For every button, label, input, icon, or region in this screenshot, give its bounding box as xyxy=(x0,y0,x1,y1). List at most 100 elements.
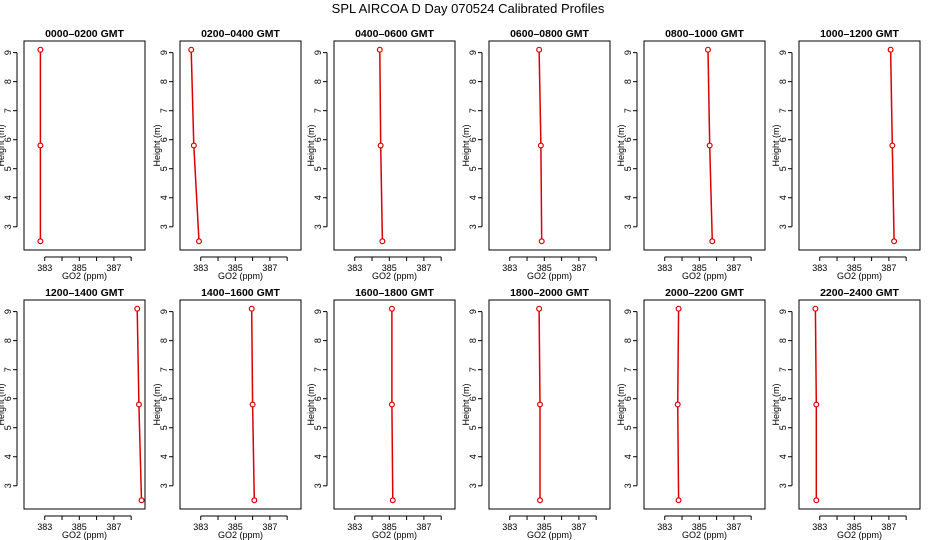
x-tick-label: 385 xyxy=(537,263,552,273)
x-tick-label: 387 xyxy=(726,263,741,273)
x-tick-label: 385 xyxy=(228,522,243,532)
y-tick-label: 8 xyxy=(468,79,478,84)
y-tick-label: 3 xyxy=(159,483,169,488)
y-tick-label: 4 xyxy=(3,195,13,200)
y-tick-label: 8 xyxy=(468,338,478,343)
x-axis-label: GO2 (ppm) xyxy=(682,530,727,540)
data-point xyxy=(704,46,711,53)
y-tick-label: 7 xyxy=(159,367,169,372)
data-point xyxy=(536,305,543,312)
x-tick-label: 387 xyxy=(726,522,741,532)
y-tick-label: 4 xyxy=(468,454,478,459)
x-axis-label: GO2 (ppm) xyxy=(62,271,107,281)
plot-frame xyxy=(798,40,921,251)
x-tick-label: 383 xyxy=(193,263,208,273)
y-tick-label: 4 xyxy=(623,195,633,200)
y-tick-label: 5 xyxy=(778,166,788,171)
y-tick-label: 6 xyxy=(313,137,323,142)
y-tick-label: 6 xyxy=(159,396,169,401)
y-tick-label: 8 xyxy=(159,338,169,343)
y-tick-label: 6 xyxy=(778,137,788,142)
data-point xyxy=(134,305,141,312)
y-tick-label: 9 xyxy=(313,50,323,55)
panel-title: 0600–0800 GMT xyxy=(510,28,589,40)
data-point xyxy=(388,401,395,408)
data-point xyxy=(813,401,820,408)
x-tick-label: 385 xyxy=(847,263,862,273)
x-tick-label: 387 xyxy=(416,522,431,532)
plot-frame xyxy=(23,299,146,510)
y-axis-label: Height (m) xyxy=(152,124,162,166)
data-point xyxy=(377,142,384,149)
x-tick-label: 387 xyxy=(262,522,277,532)
y-tick-label: 7 xyxy=(468,108,478,113)
y-tick-label: 6 xyxy=(623,137,633,142)
y-tick-label: 8 xyxy=(778,338,788,343)
y-tick-label: 5 xyxy=(159,425,169,430)
y-tick-label: 4 xyxy=(313,195,323,200)
plot-frame xyxy=(179,299,302,510)
x-tick-label: 385 xyxy=(692,522,707,532)
y-tick-label: 6 xyxy=(159,137,169,142)
y-tick-label: 6 xyxy=(468,396,478,401)
y-tick-label: 7 xyxy=(3,108,13,113)
y-tick-label: 5 xyxy=(468,425,478,430)
y-tick-label: 7 xyxy=(778,367,788,372)
panel-title: 0200–0400 GMT xyxy=(201,28,280,40)
plot-frame xyxy=(333,299,456,510)
x-tick-label: 383 xyxy=(502,522,517,532)
y-tick-label: 5 xyxy=(778,425,788,430)
y-tick-label: 4 xyxy=(623,454,633,459)
plot-frame xyxy=(643,40,766,251)
data-point xyxy=(536,46,543,53)
x-axis-label: GO2 (ppm) xyxy=(682,271,727,281)
y-axis-label: Height (m) xyxy=(152,383,162,425)
data-point xyxy=(706,142,713,149)
data-point xyxy=(889,142,896,149)
x-tick-label: 383 xyxy=(193,522,208,532)
y-tick-label: 8 xyxy=(3,79,13,84)
y-tick-label: 7 xyxy=(313,367,323,372)
y-tick-label: 3 xyxy=(623,224,633,229)
y-axis-label: Height (m) xyxy=(461,124,471,166)
x-axis-label: GO2 (ppm) xyxy=(837,530,882,540)
panel-title: 0000–0200 GMT xyxy=(45,28,124,40)
panel-title: 1200–1400 GMT xyxy=(45,287,124,299)
plot-frame xyxy=(488,299,611,510)
data-point xyxy=(536,497,543,504)
x-tick-label: 385 xyxy=(382,263,397,273)
y-tick-label: 5 xyxy=(623,166,633,171)
y-tick-label: 4 xyxy=(778,195,788,200)
data-point xyxy=(37,46,44,53)
y-tick-label: 9 xyxy=(778,309,788,314)
data-point xyxy=(389,497,396,504)
data-point xyxy=(248,305,255,312)
x-tick-label: 385 xyxy=(382,522,397,532)
y-tick-label: 8 xyxy=(159,79,169,84)
x-tick-label: 387 xyxy=(262,263,277,273)
y-tick-label: 6 xyxy=(778,396,788,401)
y-tick-label: 9 xyxy=(159,50,169,55)
x-tick-label: 385 xyxy=(537,522,552,532)
y-tick-label: 7 xyxy=(623,108,633,113)
y-axis-label: Height (m) xyxy=(306,124,316,166)
y-tick-label: 4 xyxy=(313,454,323,459)
panel-title: 1800–2000 GMT xyxy=(510,287,589,299)
y-tick-label: 3 xyxy=(468,224,478,229)
panel-title: 2000–2200 GMT xyxy=(665,287,744,299)
y-tick-label: 6 xyxy=(623,396,633,401)
data-point xyxy=(887,46,894,53)
x-tick-label: 385 xyxy=(228,263,243,273)
y-tick-label: 3 xyxy=(778,483,788,488)
x-tick-label: 385 xyxy=(72,263,87,273)
y-tick-label: 9 xyxy=(468,50,478,55)
y-tick-label: 5 xyxy=(468,166,478,171)
y-tick-label: 8 xyxy=(3,338,13,343)
